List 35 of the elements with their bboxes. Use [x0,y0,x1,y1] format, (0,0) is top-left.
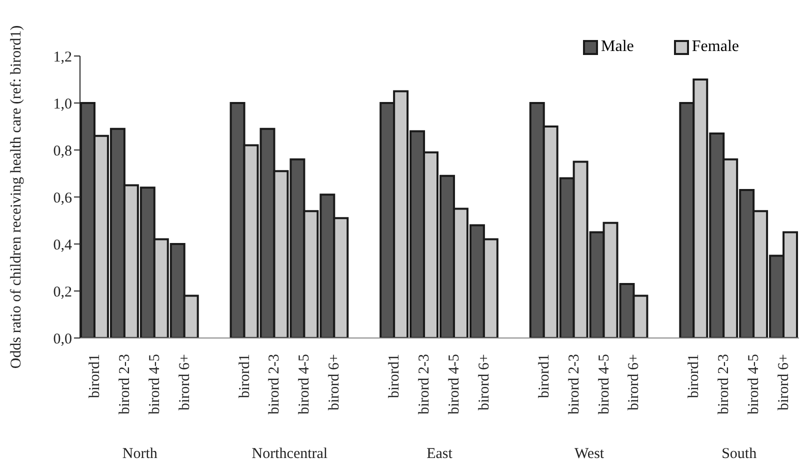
x-tick-label: birord 6+ [176,354,193,410]
y-tick-label: 1,2 [53,49,72,66]
x-tick-label: birord 4-5 [596,354,612,414]
text: North [122,446,158,462]
x-tick-label: birord 2-3 [566,354,582,414]
y-tick-label: 0,0 [53,331,72,348]
y-tick-label: 0,4 [53,237,72,254]
x-tick-label: birord 6+ [776,354,792,410]
x-tick-label: birord 2-3 [266,354,283,414]
legend-label: Male [600,38,634,56]
x-tick-label: birord 6+ [326,354,343,410]
x-tick-label: birord1 [536,354,552,398]
y-tick-label: 1,0 [53,96,72,112]
y-tick-label: 0,2 [53,284,72,300]
text: East [426,446,454,462]
x-tick-label: birord1 [686,354,702,398]
x-tick-label: birord1 [86,354,103,398]
x-tick-label: birord 2-3 [716,354,732,414]
x-tick-label: birord 4-5 [446,354,462,414]
legend-label: Female [690,38,739,56]
x-tick-label: birord1 [236,354,253,398]
y-tick-label: 0,8 [53,143,72,160]
y-tick-label: 0,6 [53,190,72,206]
x-tick-label: birord 4-5 [296,354,313,414]
text: West [574,446,605,462]
x-tick-label: birord 4-5 [146,354,163,414]
x-tick-label: birord1 [386,354,403,398]
x-tick-label: birord 6+ [476,354,492,410]
x-tick-label: birord 4-5 [746,354,762,414]
x-tick-label: birord 2-3 [116,354,133,414]
y-axis-title: Odds ratio of children receiving health care (ref: birord1) [8,25,24,369]
x-tick-label: birord 2-3 [416,354,433,414]
text: Northcentral [252,446,328,462]
text: South [722,446,758,462]
x-tick-label: birord 6+ [626,354,642,410]
